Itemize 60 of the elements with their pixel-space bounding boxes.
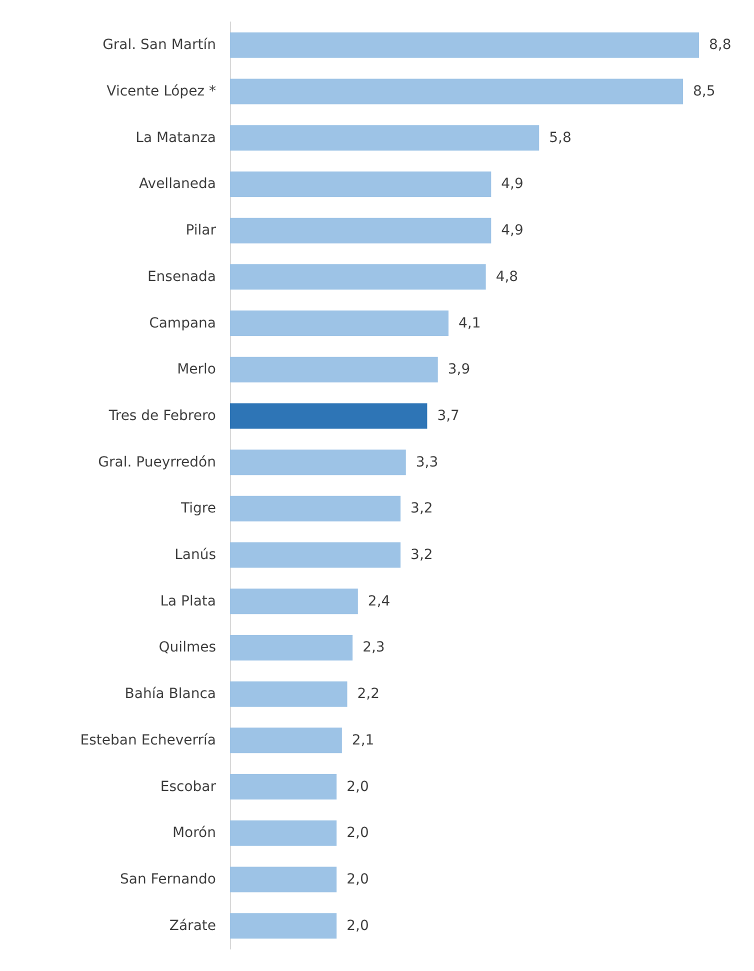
y-tick-label: Morón <box>172 825 216 842</box>
bar <box>230 681 348 707</box>
bar <box>230 774 337 800</box>
y-tick-label: Tres de Febrero <box>108 408 216 424</box>
y-tick-label: San Fernando <box>120 871 216 888</box>
y-tick-label: Zárate <box>169 918 216 934</box>
bar <box>230 588 358 614</box>
y-tick-label: La Matanza <box>136 130 216 146</box>
y-tick-label: Avellaneda <box>139 176 216 192</box>
y-tick-label: Bahía Blanca <box>124 686 216 702</box>
data-label: 3,9 <box>448 362 470 378</box>
bar <box>230 356 438 382</box>
bar <box>230 542 401 568</box>
bar <box>230 171 492 197</box>
bar <box>230 820 337 846</box>
data-label: 4,1 <box>458 315 481 332</box>
data-label: 2,0 <box>346 918 369 934</box>
data-label: 4,9 <box>501 222 524 239</box>
bar <box>230 496 401 522</box>
data-label: 2,3 <box>362 640 385 656</box>
y-tick-label: Lanús <box>174 547 216 564</box>
y-tick-label: Tigre <box>180 500 216 517</box>
data-label: 4,8 <box>496 268 518 285</box>
y-tick-label: La Plata <box>160 593 216 610</box>
bar <box>230 403 428 429</box>
bar <box>230 78 684 104</box>
data-label: 5,8 <box>549 130 572 146</box>
y-tick-label: Quilmes <box>158 640 216 656</box>
data-label: 3,2 <box>410 547 433 564</box>
bar <box>230 866 337 892</box>
bar <box>230 125 540 151</box>
data-label: 3,3 <box>416 454 438 470</box>
y-tick-label: Gral. San Martín <box>102 37 216 54</box>
y-tick-label: Escobar <box>160 778 216 795</box>
data-label: 2,0 <box>346 778 369 795</box>
data-label: 2,4 <box>368 593 390 610</box>
bar <box>230 450 406 476</box>
y-tick-label: Esteban Echeverría <box>80 732 216 748</box>
bar <box>230 728 342 754</box>
data-label: 2,0 <box>346 825 369 842</box>
bar <box>230 913 337 939</box>
data-label: 8,5 <box>693 84 716 100</box>
data-label: 2,2 <box>357 686 380 702</box>
bar <box>230 310 449 336</box>
y-tick-label: Ensenada <box>147 268 216 285</box>
data-label: 4,9 <box>501 176 524 192</box>
y-tick-label: Pilar <box>186 222 216 239</box>
data-label: 2,1 <box>352 732 374 748</box>
y-tick-label: Campana <box>149 315 216 332</box>
bar <box>230 634 353 660</box>
y-tick-label: Merlo <box>177 362 216 378</box>
data-label: 3,7 <box>437 408 460 424</box>
y-tick-label: Gral. Pueyrredón <box>98 454 216 470</box>
data-label: 3,2 <box>410 500 433 517</box>
bar <box>230 218 492 244</box>
data-label: 2,0 <box>346 871 369 888</box>
bar <box>230 264 486 290</box>
data-label: 8,8 <box>709 37 732 54</box>
bar <box>230 32 699 58</box>
y-tick-label: Vicente López * <box>106 84 216 100</box>
